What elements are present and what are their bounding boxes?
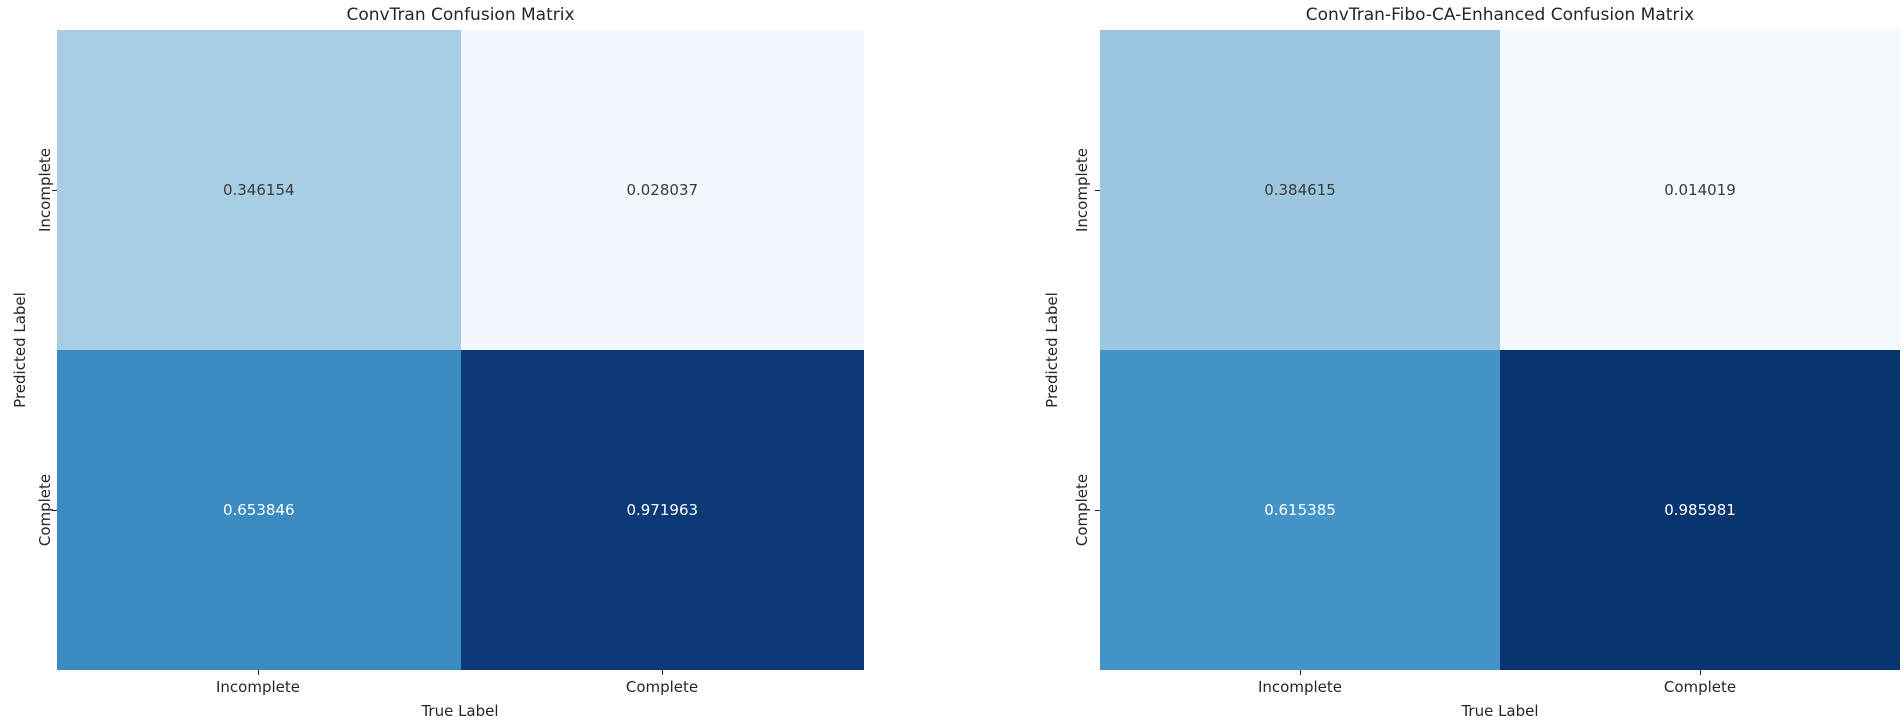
heatmap-cell: 0.653846 <box>57 350 461 670</box>
x-tick-mark <box>662 670 663 675</box>
cell-value: 0.615385 <box>1264 501 1336 519</box>
x-tick-mark <box>1700 670 1701 675</box>
heatmap-convtran: 0.346154 0.028037 0.653846 0.971963 <box>57 30 864 670</box>
x-tick-label: Complete <box>1663 678 1737 696</box>
heatmap-cell: 0.028037 <box>460 30 864 350</box>
cell-value: 0.014019 <box>1664 181 1736 199</box>
y-tick-label: Incomplete <box>1073 148 1091 232</box>
chart-title-convtran-fibo-ca: ConvTran-Fibo-CA-Enhanced Confusion Matr… <box>1305 5 1695 25</box>
x-tick-label: Complete <box>625 678 699 696</box>
heatmap-cell: 0.985981 <box>1500 350 1900 670</box>
heatmap-cell: 0.014019 <box>1500 30 1900 350</box>
heatmap-cell: 0.971963 <box>460 350 864 670</box>
heatmap-convtran-fibo-ca: 0.384615 0.014019 0.615385 0.985981 <box>1100 30 1900 670</box>
x-axis-label: True Label <box>1461 702 1539 720</box>
x-tick-label: Incomplete <box>1258 678 1342 696</box>
cell-value: 0.971963 <box>626 501 699 519</box>
heatmap-cell: 0.384615 <box>1100 30 1500 350</box>
x-tick-mark <box>1300 670 1301 675</box>
cell-value: 0.028037 <box>626 181 699 199</box>
y-axis-label: Predicted Label <box>11 292 29 408</box>
y-tick-mark <box>52 510 57 511</box>
y-tick-mark <box>52 190 57 191</box>
x-tick-label: Incomplete <box>216 678 300 696</box>
y-tick-mark <box>1095 190 1100 191</box>
heatmap-cell: 0.615385 <box>1100 350 1500 670</box>
x-axis-label: True Label <box>421 702 499 720</box>
cell-value: 0.653846 <box>222 501 295 519</box>
cell-value: 0.384615 <box>1264 181 1336 199</box>
y-tick-mark <box>1095 510 1100 511</box>
y-tick-label: Complete <box>1073 473 1091 547</box>
y-axis-label: Predicted Label <box>1043 292 1061 408</box>
cell-value: 0.985981 <box>1664 501 1736 519</box>
cell-value: 0.346154 <box>222 181 295 199</box>
heatmap-cell: 0.346154 <box>57 30 461 350</box>
chart-title-convtran: ConvTran Confusion Matrix <box>346 5 575 25</box>
x-tick-mark <box>258 670 259 675</box>
